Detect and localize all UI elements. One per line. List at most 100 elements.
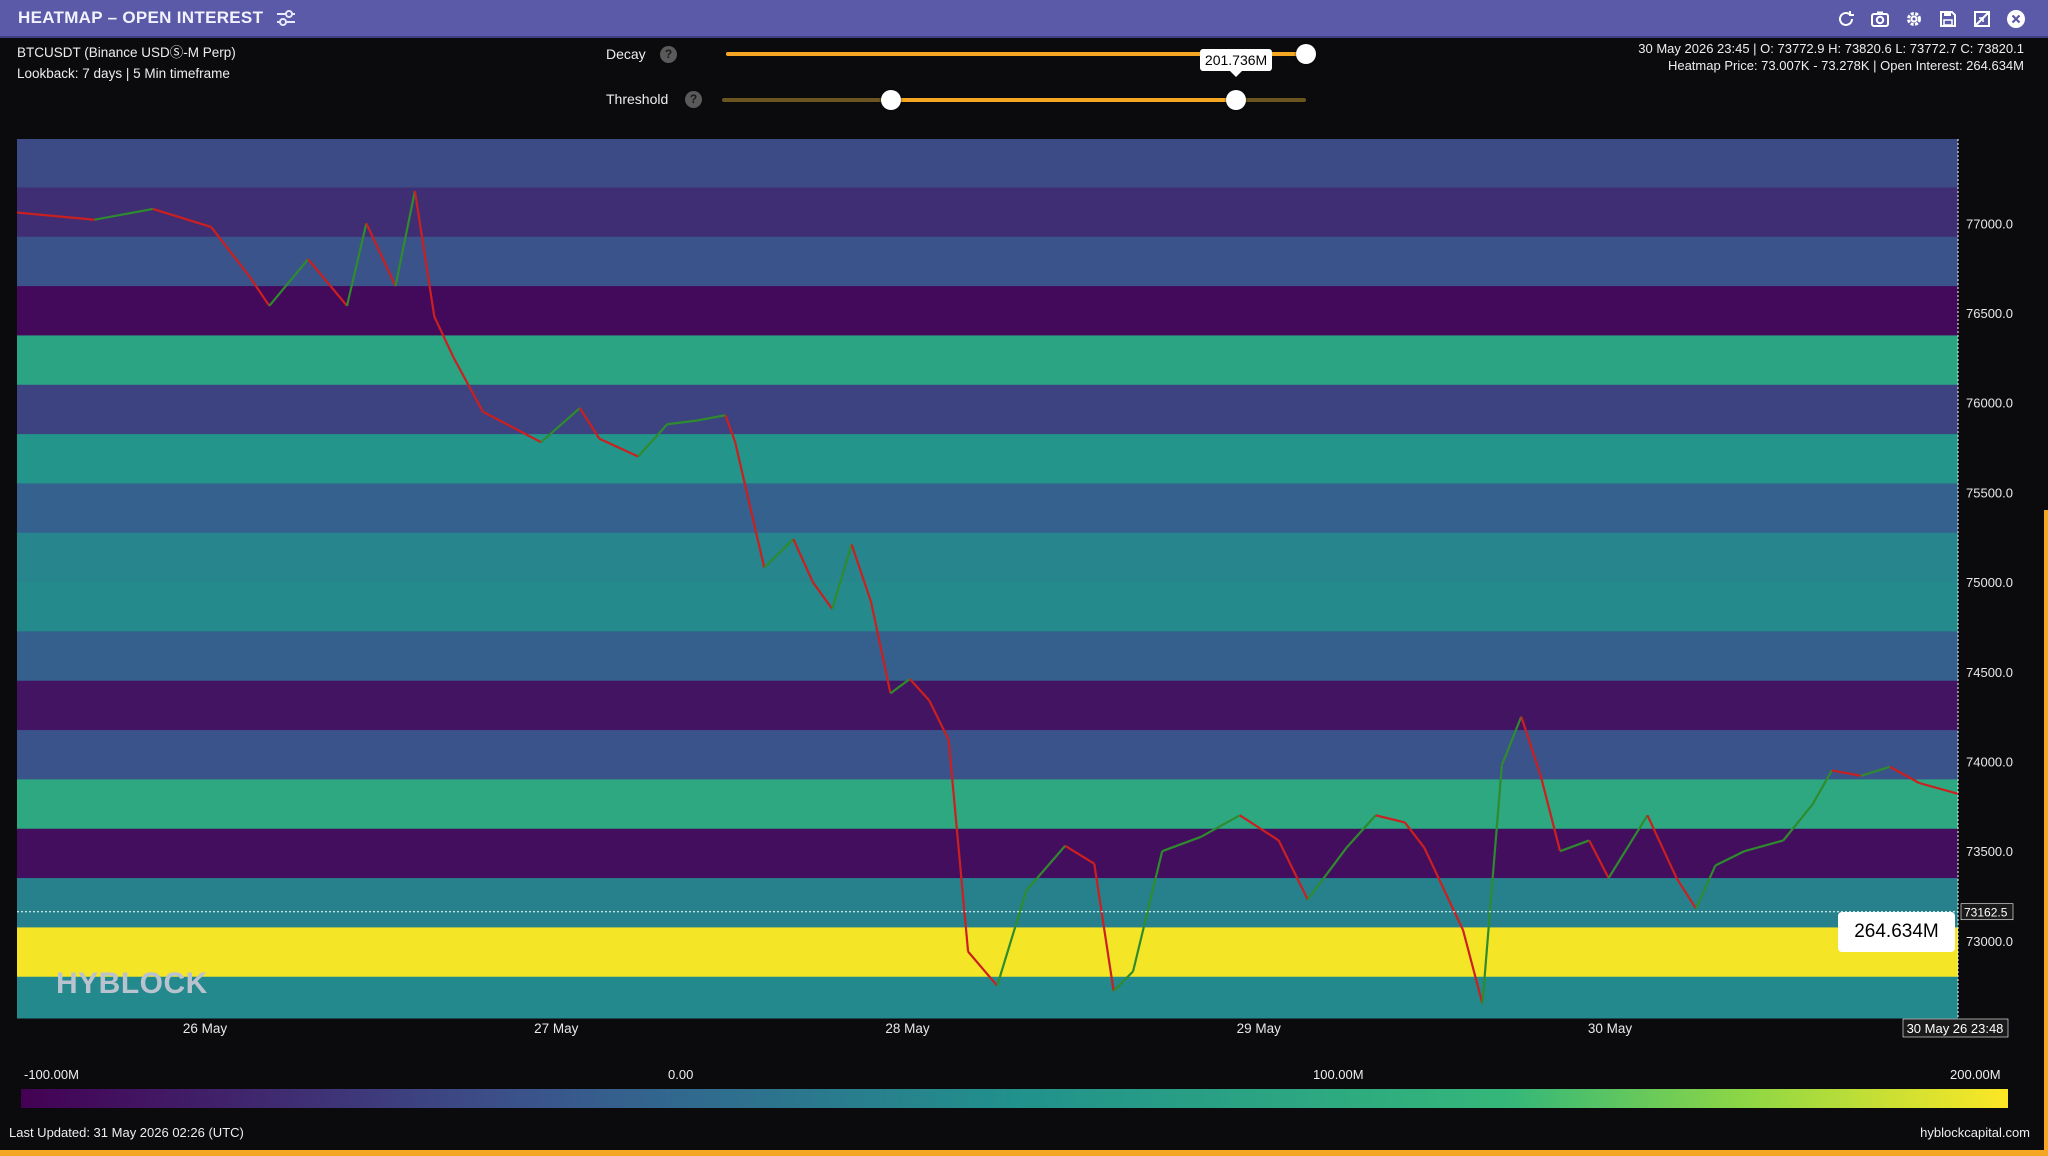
price-segment [928, 699, 950, 741]
decay-slider-fill [726, 52, 1306, 56]
price-segment [307, 258, 348, 307]
price-segment [1539, 775, 1562, 852]
price-segment [947, 739, 970, 952]
price-segment [1306, 846, 1348, 901]
price-segment [724, 414, 737, 443]
heatmap-band [17, 483, 1958, 534]
heatmap-band [17, 730, 1958, 780]
heatmap-band [17, 532, 1958, 583]
price-segment [792, 538, 814, 583]
price-segment [1860, 765, 1891, 777]
symbol-label: BTCUSDT (Binance USDⓈ-M Perp) [17, 45, 236, 60]
y-tick-label: 73000.0 [1966, 934, 2013, 949]
decay-label: Decay [606, 46, 646, 62]
price-segment [996, 890, 1028, 987]
heatmap-band [17, 434, 1958, 484]
price-segment [452, 357, 484, 413]
price-segment [637, 423, 669, 458]
price-segment [152, 207, 212, 228]
colorscale-bar [21, 1089, 2008, 1108]
price-segment [578, 407, 601, 440]
price-segment [734, 441, 766, 568]
fullscreen-icon[interactable] [1970, 7, 1994, 31]
price-segment [763, 538, 795, 569]
price-segment [249, 276, 271, 307]
price-segment [433, 316, 455, 359]
bottom-accent-strip [0, 1150, 2048, 1156]
price-segment [1461, 929, 1484, 1004]
price-segment [909, 678, 931, 702]
save-icon[interactable] [1936, 7, 1960, 31]
price-segment [598, 437, 639, 458]
price-segment [1403, 821, 1426, 849]
heatmap-band [17, 335, 1958, 386]
y-tick-label: 75500.0 [1966, 485, 2013, 500]
price-segment [1811, 769, 1833, 806]
price-segment [1423, 847, 1465, 931]
price-segment [1093, 863, 1115, 992]
price-segment [1112, 970, 1134, 992]
gear-icon[interactable] [1902, 7, 1926, 31]
colorscale-q3-label: 100.00M [1313, 1067, 1364, 1082]
heatmap-band [17, 878, 1958, 928]
price-segment [1607, 814, 1649, 879]
price-segment [1714, 850, 1745, 867]
crosshair-time-label: 30 May 26 23:48 [1907, 1021, 2004, 1036]
threshold-max-handle[interactable] [1225, 90, 1246, 110]
price-segment [94, 207, 154, 221]
site-link[interactable]: hyblockcapital.com [1920, 1125, 2030, 1140]
y-tick-label: 76000.0 [1966, 396, 2013, 411]
price-segment [365, 222, 397, 287]
y-tick-label: 74500.0 [1966, 665, 2013, 680]
refresh-icon[interactable] [1834, 7, 1858, 31]
price-segment [1132, 850, 1164, 972]
crosshair-price-badge [1960, 903, 2014, 921]
price-segment [1277, 839, 1309, 901]
heatmap-band [17, 582, 1958, 632]
price-segment [1694, 865, 1717, 910]
heatmap-band [17, 384, 1958, 435]
price-segment [268, 258, 309, 307]
price-segment [540, 407, 581, 443]
x-tick-label: 29 May [1237, 1021, 1282, 1036]
colorscale-mid-label: 0.00 [668, 1067, 694, 1082]
price-segment [1481, 764, 1503, 1004]
heatmap-band [17, 631, 1958, 682]
price-segment [1064, 844, 1095, 865]
price-segment [889, 678, 911, 695]
threshold-min-handle[interactable] [881, 90, 902, 110]
price-segment [482, 410, 542, 444]
price-segment [1520, 716, 1542, 777]
x-tick-label: 28 May [885, 1021, 930, 1036]
threshold-help-icon[interactable]: ? [685, 91, 702, 108]
price-segment [413, 190, 436, 317]
price-segment [696, 414, 726, 422]
threshold-label: Threshold [606, 91, 669, 107]
price-segment [345, 223, 368, 307]
price-segment [1918, 781, 1959, 795]
symbol-info: BTCUSDT (Binance USDⓈ-M Perp) Lookback: … [17, 42, 236, 84]
right-accent-strip [2044, 510, 2048, 1150]
price-segment [667, 419, 697, 426]
y-tick-label: 76500.0 [1966, 306, 2013, 321]
close-icon[interactable] [2004, 7, 2028, 31]
price-segment [210, 226, 251, 278]
decay-slider-handle[interactable] [1296, 44, 1316, 64]
decay-help-icon[interactable]: ? [660, 46, 677, 63]
x-tick-label: 30 May [1588, 1021, 1633, 1036]
heatmap-band [17, 680, 1958, 731]
price-segment [850, 544, 873, 603]
price-segment [1559, 839, 1590, 853]
heatmap-band [17, 139, 1958, 188]
camera-icon[interactable] [1868, 7, 1892, 31]
price-segment [1025, 845, 1066, 892]
heatmap-band [17, 976, 1958, 1019]
price-segment [1675, 877, 1697, 910]
heatmap-band [17, 779, 1958, 830]
price-segment [967, 950, 999, 987]
threshold-tooltip: 201.736M [1199, 49, 1273, 77]
sliders-icon[interactable] [275, 8, 297, 28]
colorscale-min-label: -100.00M [24, 1067, 79, 1082]
price-segment [1239, 814, 1280, 842]
